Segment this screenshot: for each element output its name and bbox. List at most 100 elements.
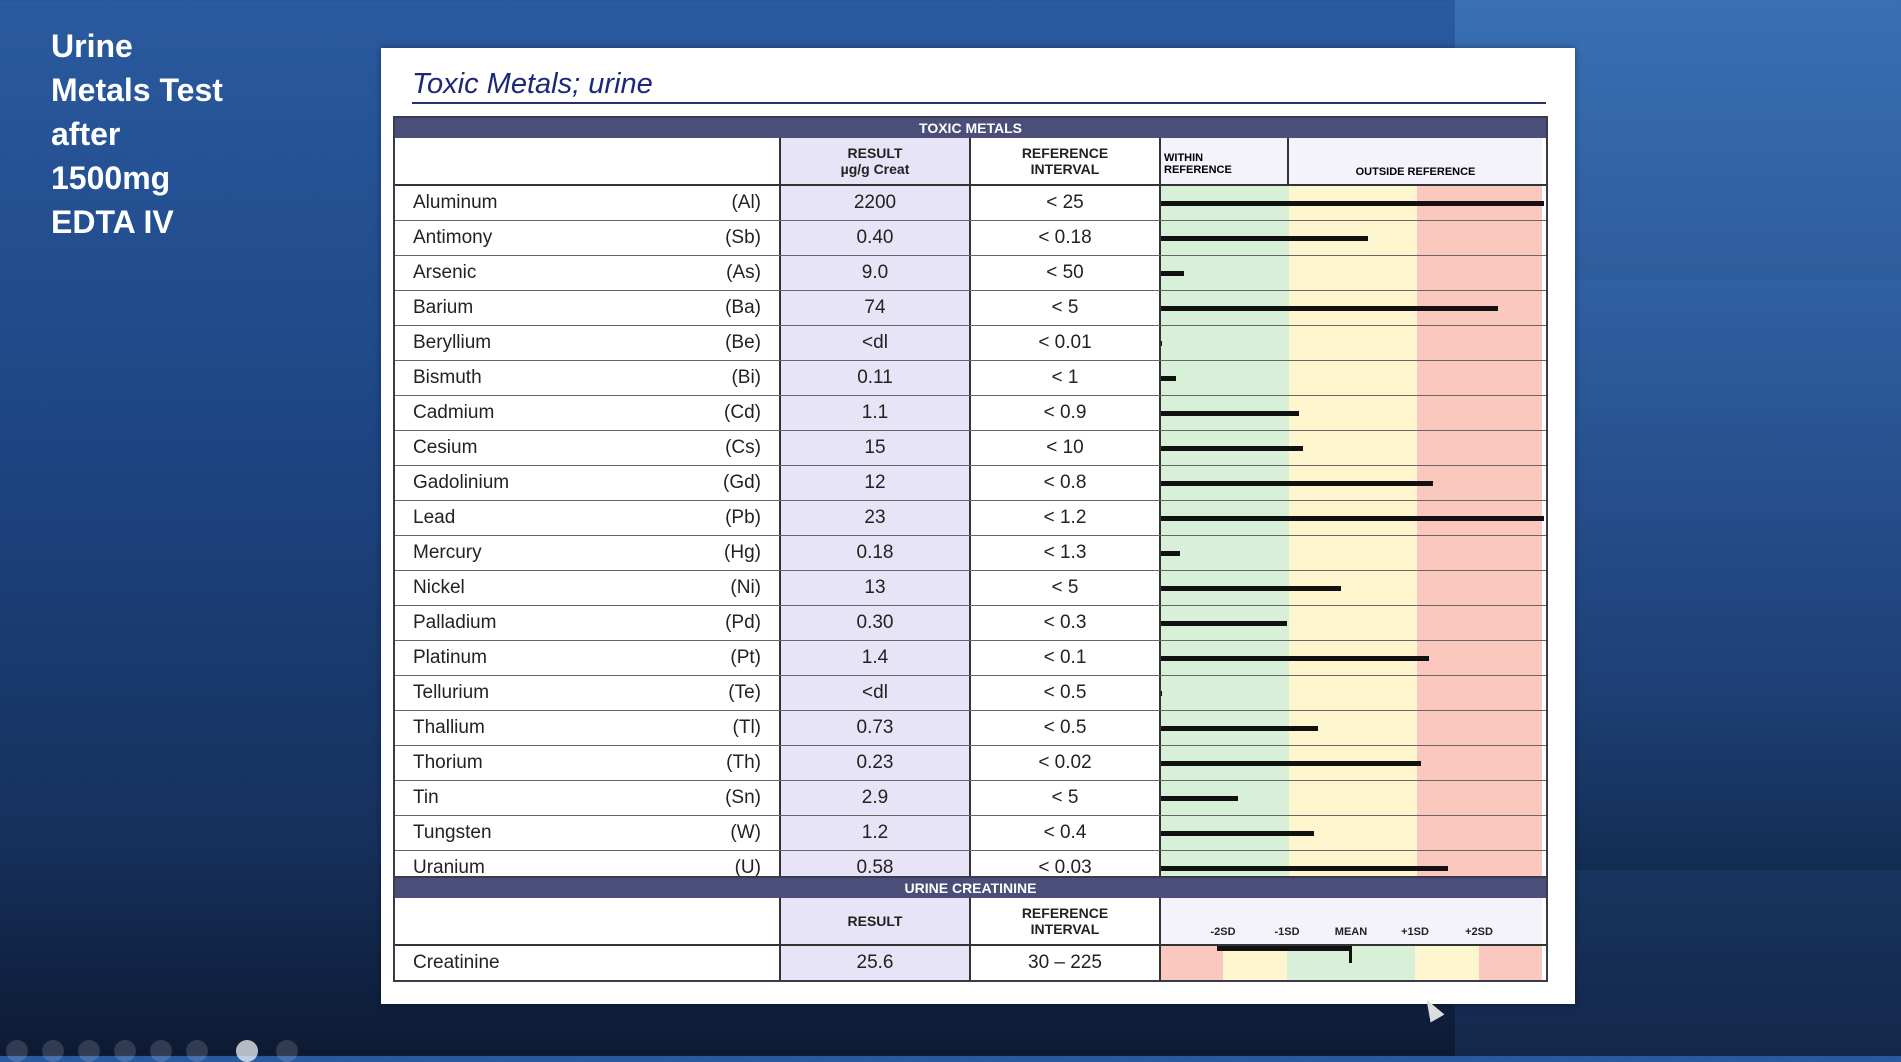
- zone-elevated: [1289, 396, 1417, 430]
- element-symbol: (Cs): [725, 437, 761, 458]
- result-bar: [1161, 586, 1341, 591]
- zone-elevated: [1289, 781, 1417, 815]
- table-row: Thallium (Tl) 0.73 < 0.5: [395, 711, 1546, 746]
- zone-high: [1417, 746, 1542, 780]
- control-icon[interactable]: [186, 1040, 208, 1062]
- creatinine-column-header: RESULT REFERENCE INTERVAL -2SD -1SD MEAN…: [395, 898, 1546, 946]
- reference-value: < 0.9: [969, 396, 1159, 430]
- element-name-cell: Cadmium (Cd): [395, 396, 779, 430]
- range-bar-cell: [1159, 676, 1542, 710]
- result-header-unit: µg/g Creat: [840, 161, 910, 177]
- element-symbol: (Pt): [730, 647, 761, 668]
- result-bar: [1161, 236, 1368, 241]
- range-bar-cell: [1159, 291, 1542, 325]
- reference-value: < 0.1: [969, 641, 1159, 675]
- creatinine-reference: 30 – 225: [969, 946, 1159, 980]
- result-bar: [1161, 446, 1303, 451]
- range-bar-cell: [1159, 186, 1544, 220]
- result-bar: [1161, 726, 1319, 731]
- reference-header-line: INTERVAL: [1030, 921, 1100, 937]
- control-icon[interactable]: [276, 1040, 298, 1062]
- reference-value: < 10: [969, 431, 1159, 465]
- element-name-cell: Lead (Pb): [395, 501, 779, 535]
- reference-value: < 1.2: [969, 501, 1159, 535]
- control-icon[interactable]: [6, 1040, 28, 1062]
- control-icon[interactable]: [150, 1040, 172, 1062]
- range-bar-cell: [1159, 396, 1542, 430]
- reference-value: < 0.4: [969, 816, 1159, 850]
- table-row: Thorium (Th) 0.23 < 0.02: [395, 746, 1546, 781]
- result-header: RESULT µg/g Creat: [779, 138, 969, 184]
- range-bar-cell: [1159, 711, 1542, 745]
- zone-high: [1417, 431, 1542, 465]
- player-controls: [0, 1040, 320, 1062]
- control-icon[interactable]: [78, 1040, 100, 1062]
- element-name: Antimony: [413, 227, 493, 248]
- zone-high-red: [1479, 946, 1542, 980]
- table-row: Arsenic (As) 9.0 < 50: [395, 256, 1546, 291]
- creatinine-table: URINE CREATININE RESULT REFERENCE INTERV…: [393, 876, 1548, 982]
- zone-high-yellow: [1415, 946, 1479, 980]
- zone-high: [1417, 571, 1542, 605]
- within-header-line: WITHIN: [1164, 152, 1204, 164]
- reference-value: < 0.8: [969, 466, 1159, 500]
- element-name-cell: Beryllium (Be): [395, 326, 779, 360]
- reference-value: < 25: [969, 186, 1159, 220]
- reference-value: < 0.01: [969, 326, 1159, 360]
- control-icon[interactable]: [236, 1040, 258, 1062]
- element-symbol: (Th): [726, 752, 761, 773]
- result-bar: [1161, 656, 1430, 661]
- element-name-cell: Bismuth (Bi): [395, 361, 779, 395]
- element-symbol: (Bi): [731, 367, 761, 388]
- table-row: Tellurium (Te) <dl < 0.5: [395, 676, 1546, 711]
- range-bar-cell: [1159, 501, 1544, 535]
- element-name: Beryllium: [413, 332, 492, 353]
- element-name: Uranium: [413, 857, 485, 878]
- zone-within: [1161, 326, 1289, 360]
- result-bar: [1161, 516, 1544, 521]
- table-row: Mercury (Hg) 0.18 < 1.3: [395, 536, 1546, 571]
- element-name: Tungsten: [413, 822, 492, 843]
- mean-tick: [1349, 946, 1352, 963]
- element-symbol: (U): [734, 857, 761, 878]
- control-icon[interactable]: [42, 1040, 64, 1062]
- element-name-cell: Barium (Ba): [395, 291, 779, 325]
- sd-label: -1SD: [1274, 926, 1300, 938]
- table-row: Palladium (Pd) 0.30 < 0.3: [395, 606, 1546, 641]
- element-name-cell: Mercury (Hg): [395, 536, 779, 570]
- creatinine-result-header: RESULT: [779, 898, 969, 944]
- element-symbol: (Tl): [732, 717, 761, 738]
- control-icon[interactable]: [114, 1040, 136, 1062]
- element-name: Nickel: [413, 577, 465, 598]
- element-name-cell: Tellurium (Te): [395, 676, 779, 710]
- element-symbol: (Sb): [725, 227, 761, 248]
- element-name-cell: Uranium (U): [395, 851, 779, 885]
- slide-title: Urine Metals Test after 1500mg EDTA IV: [51, 24, 223, 244]
- creatinine-row: Creatinine 25.6 30 – 225: [395, 946, 1546, 980]
- range-bar-cell: [1159, 571, 1542, 605]
- range-bar-cell: [1159, 746, 1542, 780]
- zone-elevated: [1289, 431, 1417, 465]
- zone-high: [1417, 711, 1542, 745]
- reference-value: < 5: [969, 571, 1159, 605]
- report-title: Toxic Metals; urine: [412, 68, 653, 100]
- reference-value: < 5: [969, 781, 1159, 815]
- creatinine-name-cell: Creatinine: [395, 946, 779, 980]
- element-name-cell: Tin (Sn): [395, 781, 779, 815]
- zone-high: [1417, 676, 1542, 710]
- within-header-line: REFERENCE: [1164, 164, 1232, 176]
- element-name-cell: Cesium (Cs): [395, 431, 779, 465]
- title-divider: [412, 102, 1546, 104]
- reference-value: < 0.18: [969, 221, 1159, 255]
- zone-elevated: [1289, 326, 1417, 360]
- result-header-line: RESULT: [847, 145, 903, 161]
- element-name: Bismuth: [413, 367, 482, 388]
- creatinine-range-bar: [1159, 946, 1542, 980]
- reference-value: < 0.5: [969, 711, 1159, 745]
- element-name-cell: Aluminum (Al): [395, 186, 779, 220]
- result-bar: [1161, 866, 1449, 871]
- result-value: 0.23: [779, 746, 969, 780]
- result-value: 15: [779, 431, 969, 465]
- creatinine-reference-header: REFERENCE INTERVAL: [969, 898, 1159, 944]
- outside-reference-header: OUTSIDE REFERENCE: [1289, 138, 1542, 184]
